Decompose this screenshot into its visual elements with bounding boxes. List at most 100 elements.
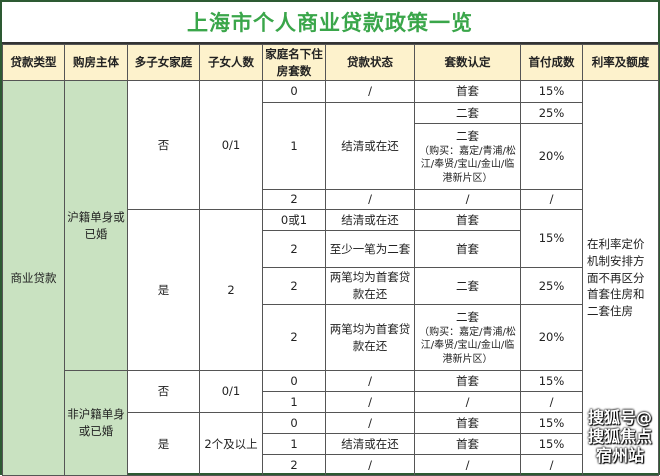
children-count-cell: 2 <box>199 209 263 371</box>
house-type-cell: / <box>414 391 521 413</box>
house-count-cell: 1 <box>262 391 326 413</box>
house-type-label: 二套 <box>456 105 479 120</box>
children-count-cell: 2个及以上 <box>199 412 263 476</box>
down-payment-cell: / <box>520 189 583 210</box>
multi-child-cell: 是 <box>127 412 200 476</box>
down-payment-cell: / <box>520 391 583 413</box>
house-type-label: / <box>465 192 470 207</box>
loan-status-cell: / <box>325 412 415 434</box>
column-header: 贷款状态 <box>325 44 415 81</box>
house-type-cell: 二套 <box>414 267 521 305</box>
column-header: 购房主体 <box>64 44 128 81</box>
house-type-cell: 二套 （购买：嘉定/青浦/松江/奉贤/宝山/金山/临港新片区） <box>414 123 521 190</box>
page-title: 上海市个人商业贷款政策一览 <box>2 2 658 44</box>
multi-child-cell: 否 <box>127 80 200 210</box>
house-type-cell: 二套 （购买：嘉定/青浦/松江/奉贤/宝山/金山/临港新片区） <box>414 304 521 371</box>
house-type-label: / <box>465 457 470 472</box>
down-payment-cell: / <box>520 454 583 476</box>
house-type-note: （购买：嘉定/青浦/松江/奉贤/宝山/金山/临港新片区） <box>419 145 516 184</box>
table-row: 二套 （购买：嘉定/青浦/松江/奉贤/宝山/金山/临港新片区） 20% <box>3 123 659 190</box>
table-row: 非沪籍单身或已婚否 0/1 0/首套 15% <box>3 370 659 476</box>
table-row: 是 2个及以上 0/首套 15% <box>3 412 659 476</box>
column-header: 多子女家庭 <box>127 44 200 81</box>
loan-status-cell: / <box>325 189 415 210</box>
house-type-cell: / <box>414 454 521 476</box>
table-row: 2// / <box>3 454 659 476</box>
loan-status-cell: 两笔均为首套贷款在还 <box>325 267 415 305</box>
house-count-cell: 0或1 <box>262 209 326 231</box>
table-row: 商业贷款 沪籍单身或已婚否 0/1 0/首套 15% 在利率定价机制安排方面不再区分首套住… <box>2 80 659 476</box>
column-header: 首付成数 <box>520 44 583 81</box>
house-type-cell: 首套 <box>414 209 521 231</box>
house-count-cell: 0 <box>262 412 326 434</box>
multi-child-cell: 是 <box>127 209 200 371</box>
multi-child-cell: 否 <box>127 370 200 413</box>
house-count-cell: 1 <box>262 433 326 455</box>
loan-status-cell: / <box>325 370 415 392</box>
house-type-cell: 首套 <box>414 412 521 434</box>
header-row: 贷款类型 购房主体 多子女家庭 子女人数 家庭名下住房套数 贷款状态 套数认定 首付成数 利率及… <box>2 44 659 81</box>
table-row: 2 两笔均为首套贷款在还 二套 （购买：嘉定/青浦/松江/奉贤/宝山/金山/临港新片区… <box>3 304 659 371</box>
down-payment-cell: 15% <box>520 412 583 434</box>
loan-status-cell: 结清或在还 <box>325 433 415 455</box>
watermark: 搜狐号@搜狐焦点宿州站 <box>587 408 652 465</box>
house-count-cell: 2 <box>262 267 326 305</box>
policy-table: 贷款类型 购房主体 多子女家庭 子女人数 家庭名下住房套数 贷款状态 套数认定 首付成数 利率及… <box>2 44 659 476</box>
buyer-cell: 非沪籍单身或已婚 <box>64 370 128 476</box>
table-row: 1 结清或在还 首套 15% <box>3 433 659 455</box>
house-type-cell: 首套 <box>414 433 521 455</box>
loan-status-cell: 两笔均为首套贷款在还 <box>325 304 415 371</box>
house-type-cell: 二套 <box>414 102 521 124</box>
table-row: 2 至少一笔为二套 首套 <box>3 230 659 268</box>
table-row: 2 两笔均为首套贷款在还 二套 25% <box>3 267 659 305</box>
house-type-label: 二套 <box>456 278 479 293</box>
house-type-label: 首套 <box>456 415 479 430</box>
down-payment-cell: 20% <box>520 123 583 190</box>
children-count-cell: 0/1 <box>199 370 263 413</box>
table-row: 1 结清或在还 二套 25% <box>3 102 659 190</box>
loan-status-cell: 结清或在还 <box>325 209 415 231</box>
house-count-cell: 0 <box>262 80 326 103</box>
loan-status-cell: / <box>325 454 415 476</box>
table-row: 是 2 0或1 结清或在还 首套 15% <box>3 209 659 371</box>
house-count-cell: 1 <box>262 102 326 190</box>
house-type-label: 首套 <box>456 84 479 99</box>
column-header: 子女人数 <box>199 44 263 81</box>
loan-status-cell: / <box>325 80 415 103</box>
down-payment-cell: 15% <box>520 433 583 455</box>
down-payment-cell: 15% <box>520 370 583 392</box>
house-type-label: 二套 <box>456 128 479 143</box>
house-type-note: （购买：嘉定/青浦/松江/奉贤/宝山/金山/临港新片区） <box>419 326 516 365</box>
house-type-cell: 首套 <box>414 230 521 268</box>
table-row: 1// / <box>3 391 659 413</box>
house-type-label: 首套 <box>456 241 479 256</box>
down-payment-cell: 25% <box>520 267 583 305</box>
loan-type-cell: 商业贷款 <box>2 80 65 476</box>
column-header: 贷款类型 <box>2 44 65 81</box>
column-header: 套数认定 <box>414 44 521 81</box>
children-count-cell: 0/1 <box>199 80 263 210</box>
house-type-cell: 首套 <box>414 80 521 103</box>
house-type-cell: 首套 <box>414 370 521 392</box>
house-type-label: 首套 <box>456 212 479 227</box>
house-type-label: / <box>465 394 470 409</box>
house-count-cell: 0 <box>262 370 326 392</box>
house-count-cell: 2 <box>262 454 326 476</box>
house-count-cell: 2 <box>262 304 326 371</box>
down-payment-cell: 20% <box>520 304 583 371</box>
house-type-label: 首套 <box>456 436 479 451</box>
house-type-label: 首套 <box>456 373 479 388</box>
house-count-cell: 2 <box>262 189 326 210</box>
buyer-cell: 沪籍单身或已婚 <box>64 80 128 371</box>
house-type-cell: / <box>414 189 521 210</box>
loan-status-cell: 至少一笔为二套 <box>325 230 415 268</box>
column-header: 利率及额度 <box>582 44 659 81</box>
house-count-cell: 2 <box>262 230 326 268</box>
down-payment-cell: 15% <box>520 80 583 103</box>
down-payment-cell: 15% <box>520 209 583 268</box>
house-type-label: 二套 <box>456 309 479 324</box>
loan-status-cell: / <box>325 391 415 413</box>
down-payment-cell: 25% <box>520 102 583 124</box>
table-row: 2// / <box>3 189 659 210</box>
